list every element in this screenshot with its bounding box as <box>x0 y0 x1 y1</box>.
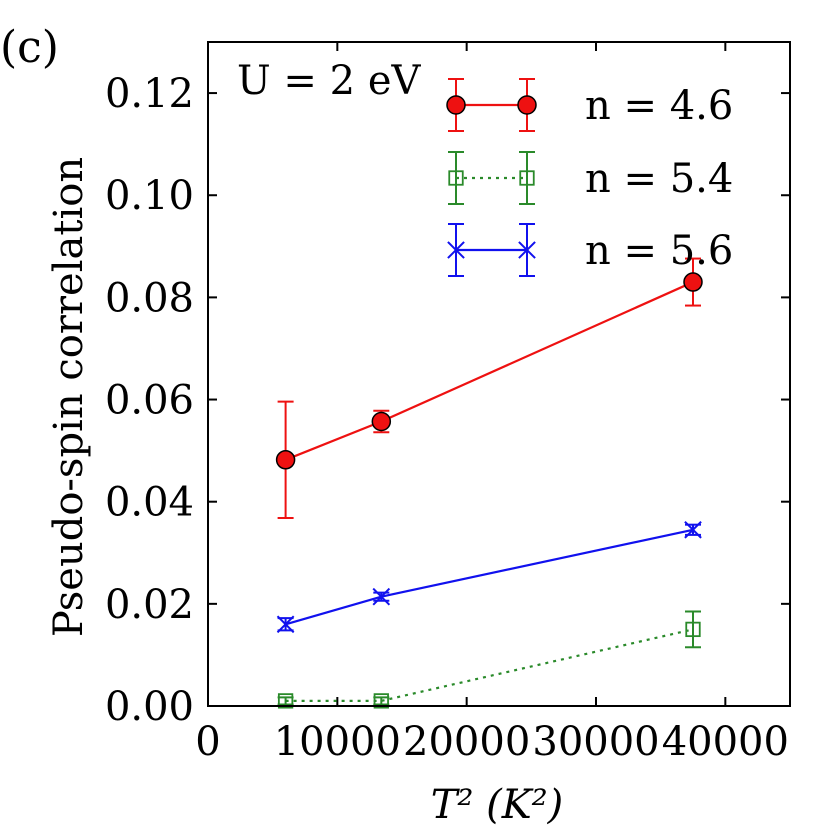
data-point <box>518 241 536 259</box>
x-marker-stroke <box>447 241 465 259</box>
legend: n = 4.6 n = 5.4 n = 5.6 <box>446 78 733 277</box>
axis-ticks: 0 10000 20000 30000 40000 0.00 0.02 0.04 0.06 0.0… <box>105 42 790 765</box>
data-point <box>519 170 535 186</box>
error-bar <box>685 610 701 649</box>
legend-entry: n = 4.6 <box>446 78 733 132</box>
data-point <box>372 587 391 606</box>
legend-label: n = 5.6 <box>585 228 733 274</box>
y-tick-label: 0.10 <box>105 173 194 219</box>
data-point <box>684 520 702 539</box>
plot-frame <box>207 41 791 707</box>
legend-entry: n = 5.4 <box>448 151 733 205</box>
x-marker-stroke <box>372 587 391 606</box>
y-tick-label: 0.00 <box>105 684 194 730</box>
annotation: U = 2 eV <box>237 58 421 104</box>
data-point <box>371 411 392 432</box>
y-tick-label: 0.06 <box>105 378 194 424</box>
series-n-4-6 <box>275 257 703 520</box>
legend-label: n = 5.4 <box>585 156 733 202</box>
x-marker-stroke <box>518 241 536 259</box>
data-point <box>448 170 464 186</box>
data-point <box>446 95 466 115</box>
x-tick-label: 40000 <box>662 719 789 765</box>
data-point <box>275 450 296 470</box>
data-point <box>683 272 703 292</box>
legend-entry: n = 5.6 <box>447 223 733 277</box>
data-point <box>276 615 295 634</box>
series-n-5-6 <box>276 520 702 634</box>
series-n-5-4 <box>277 610 701 709</box>
legend-label: n = 4.6 <box>585 83 733 129</box>
y-tick-label: 0.08 <box>105 275 194 321</box>
data-point <box>373 693 389 709</box>
y-tick-label: 0.12 <box>105 71 194 117</box>
plot-area: 0 10000 20000 30000 40000 0.00 0.02 0.04 0.06 0.0… <box>105 41 791 765</box>
error-bar <box>448 151 464 205</box>
data-point <box>517 95 537 115</box>
data-point <box>277 693 294 709</box>
error-bar <box>373 696 390 706</box>
x-tick-label: 20000 <box>403 719 530 765</box>
y-axis-label: Pseudo-spin correlation <box>46 157 92 637</box>
x-tick-label: 10000 <box>274 719 401 765</box>
x-axis-label: T² (K²) <box>431 782 564 828</box>
x-marker-stroke <box>684 520 702 539</box>
data-point <box>685 621 701 638</box>
x-marker-stroke <box>276 615 295 634</box>
series-layer <box>275 257 703 709</box>
panel-label: (c) <box>0 22 59 73</box>
y-tick-label: 0.02 <box>105 582 194 628</box>
data-point <box>447 241 465 259</box>
y-tick-label: 0.04 <box>105 480 194 526</box>
error-bar <box>277 696 294 706</box>
x-tick-label: 30000 <box>532 719 659 765</box>
x-tick-label: 0 <box>195 719 220 765</box>
error-bar <box>519 151 535 205</box>
